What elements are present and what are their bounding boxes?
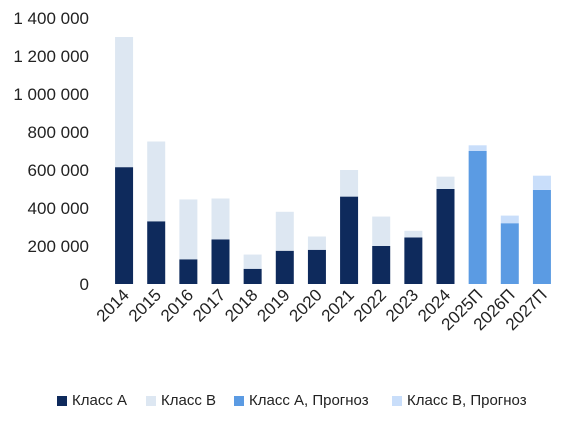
bar-segment xyxy=(404,237,423,284)
x-tick-label: 2016 xyxy=(157,285,197,325)
bar-segment xyxy=(340,170,359,197)
bar-segment xyxy=(275,250,294,284)
x-tick-label: 2020 xyxy=(286,285,326,325)
bar-segment xyxy=(436,189,455,284)
bar-segment xyxy=(179,259,198,284)
bar-segment xyxy=(532,175,551,190)
bar-segment xyxy=(307,236,326,250)
x-tick-label: 2014 xyxy=(93,285,133,325)
bar-segment xyxy=(115,37,134,168)
x-tick-label: 2021 xyxy=(318,285,358,325)
legend: Класс А Класс В Класс А, Прогноз Класс В, П… xyxy=(0,392,582,414)
bar-segment xyxy=(243,254,262,269)
bar-segment xyxy=(404,230,423,238)
x-tick-label: 2023 xyxy=(382,285,422,325)
bar-segment xyxy=(147,221,166,284)
legend-swatch xyxy=(392,395,402,406)
bar-segment xyxy=(532,189,551,284)
bar-segment xyxy=(468,145,487,151)
bar-segment xyxy=(179,199,198,260)
x-axis: 2014201520162017201820192020202120222023… xyxy=(93,285,551,334)
y-tick-label: 400 000 xyxy=(28,199,89,218)
y-tick-label: 1 200 000 xyxy=(13,47,89,66)
legend-swatch xyxy=(146,395,156,406)
bar-segment xyxy=(243,268,262,284)
bar-segment xyxy=(340,196,359,284)
y-tick-label: 600 000 xyxy=(28,161,89,180)
bar-segment xyxy=(436,176,455,189)
bar-segment xyxy=(307,249,326,284)
x-tick-label: 2022 xyxy=(350,285,390,325)
x-tick-label: 2015 xyxy=(125,285,165,325)
x-tick-label: 2018 xyxy=(221,285,261,325)
bars xyxy=(115,37,551,284)
y-tick-label: 200 000 xyxy=(28,237,89,256)
x-tick-label: 2017 xyxy=(189,285,229,325)
bar-segment xyxy=(147,141,166,222)
bar-segment xyxy=(500,223,519,284)
bar-segment xyxy=(115,167,134,284)
legend-item: Класс А, Прогноз xyxy=(234,392,369,409)
bar-segment xyxy=(372,246,391,284)
bar-segment xyxy=(468,151,487,284)
y-tick-label: 0 xyxy=(80,275,89,294)
legend-label: Класс А xyxy=(72,392,128,409)
bar-segment xyxy=(211,239,230,284)
legend-label: Класс А, Прогноз xyxy=(249,392,369,409)
legend-label: Класс В, Прогноз xyxy=(407,392,527,409)
y-axis: 0 200 000 400 000 600 000 800 000 1 000 000 1 … xyxy=(13,9,89,294)
legend-item: Класс В xyxy=(146,392,216,409)
bar-segment xyxy=(372,216,391,246)
legend-label: Класс В xyxy=(161,392,217,409)
legend-item: Класс В, Прогноз xyxy=(392,392,527,409)
legend-swatch xyxy=(234,395,244,406)
legend-item: Класс А xyxy=(57,392,127,409)
legend-swatch xyxy=(57,395,67,406)
y-tick-label: 800 000 xyxy=(28,123,89,142)
x-tick-label: 2019 xyxy=(253,285,293,325)
bar-segment xyxy=(211,198,230,240)
bar-segment xyxy=(500,215,519,224)
bar-segment xyxy=(275,211,294,251)
y-tick-label: 1 000 000 xyxy=(13,85,89,104)
y-tick-label: 1 400 000 xyxy=(13,9,89,28)
